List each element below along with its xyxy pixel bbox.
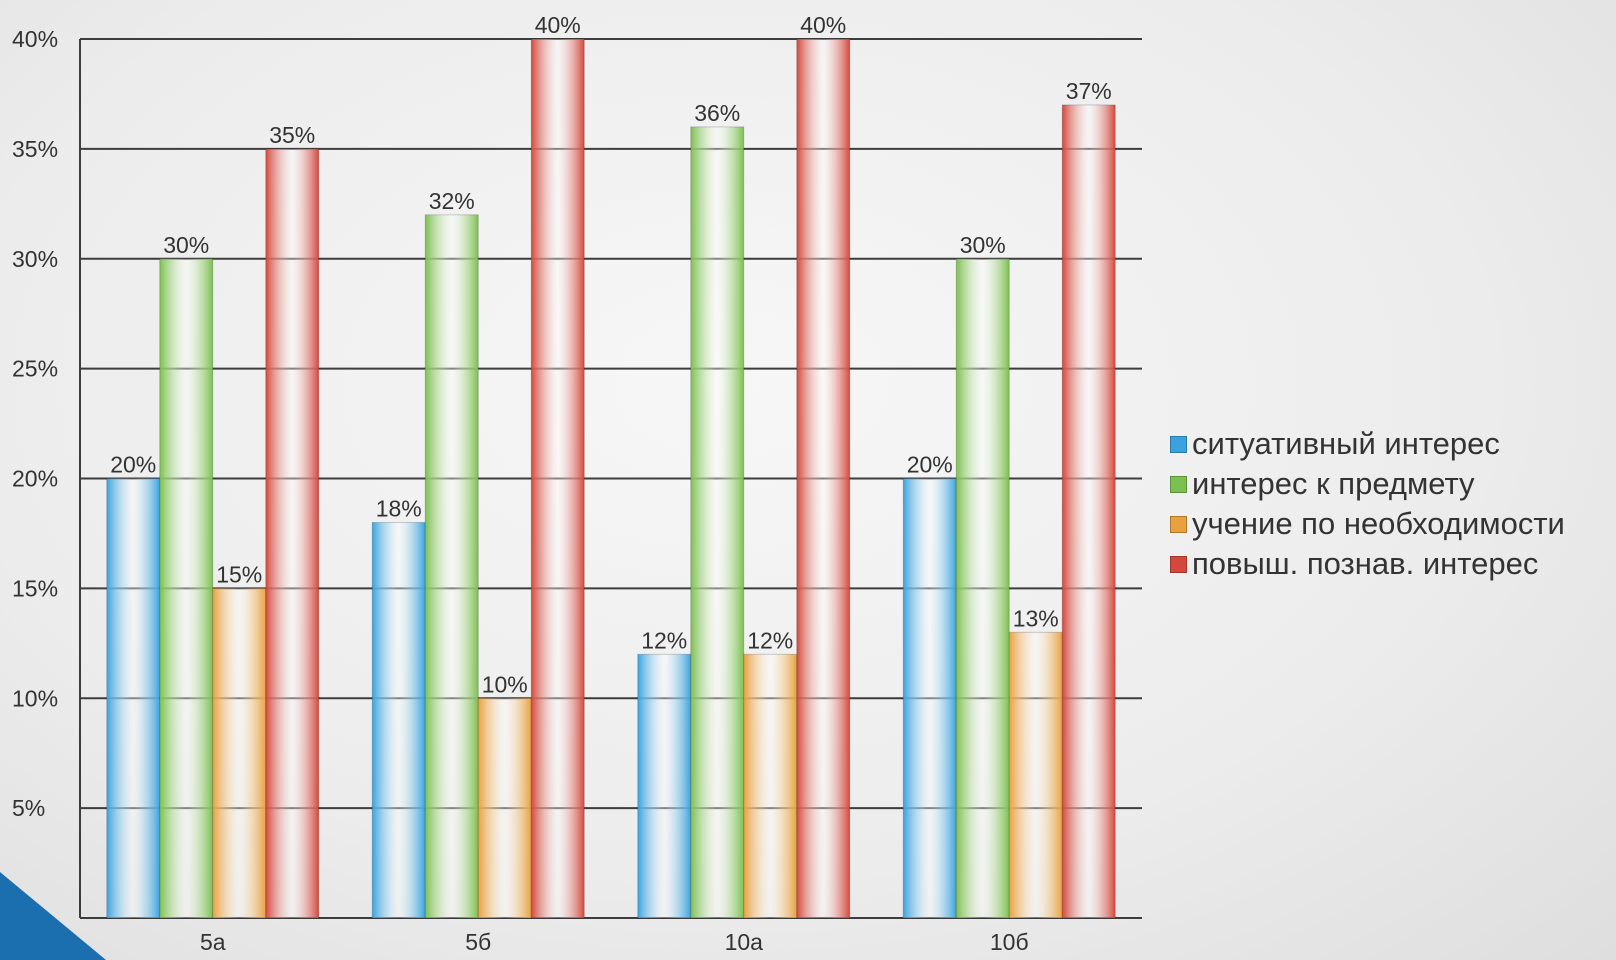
bar: [743, 653, 798, 919]
x-tick-label: 5б: [465, 929, 491, 955]
data-labels: 20% 30% 15% 35% 18% 32% 10% 40% 12% 36% 12% 40% 20% 3…: [110, 12, 1112, 697]
bar: [265, 148, 320, 919]
bar: [477, 697, 532, 919]
x-axis-ticks: 5а 5б 10а 10б: [200, 929, 1029, 955]
data-label: 20%: [907, 452, 953, 478]
y-tick-label: 40%: [12, 26, 58, 52]
data-label: 18%: [376, 495, 422, 521]
bar: [424, 214, 479, 919]
data-label: 36%: [694, 100, 740, 126]
y-tick-label: 30%: [12, 246, 58, 272]
data-label: 40%: [535, 12, 581, 38]
legend-swatch: [1170, 555, 1187, 573]
legend-item: повыш. познав. интерес: [1170, 544, 1565, 584]
data-label: 15%: [216, 561, 262, 587]
legend: ситуативный интерес интерес к предмету у…: [1170, 424, 1565, 584]
y-tick-label: 15%: [12, 575, 58, 601]
legend-swatch: [1170, 515, 1187, 533]
x-tick-label: 10а: [725, 929, 764, 955]
data-label: 40%: [800, 12, 846, 38]
legend-label: ситуативный интерес: [1192, 426, 1500, 461]
bar: [212, 587, 267, 919]
data-label: 20%: [110, 452, 156, 478]
data-label: 35%: [269, 122, 315, 148]
legend-label: повыш. познав. интерес: [1192, 546, 1539, 581]
bar: [530, 38, 585, 919]
data-label: 10%: [482, 671, 528, 697]
bar: [955, 258, 1010, 919]
legend-label: интерес к предмету: [1192, 466, 1475, 501]
bar: [1061, 104, 1116, 919]
y-tick-label: 20%: [12, 466, 58, 492]
corner-decoration: [0, 872, 106, 960]
data-label: 13%: [1013, 605, 1059, 631]
x-tick-label: 5а: [200, 929, 226, 955]
data-label: 30%: [163, 232, 209, 258]
bars: [106, 38, 1116, 919]
bar: [159, 258, 214, 919]
legend-swatch: [1170, 475, 1187, 493]
legend-item: интерес к предмету: [1170, 464, 1565, 504]
data-label: 12%: [641, 627, 687, 653]
legend-item: ситуативный интерес: [1170, 424, 1565, 464]
data-label: 32%: [429, 188, 475, 214]
y-tick-label: 10%: [12, 685, 58, 711]
legend-label: учение по необходимости: [1192, 506, 1565, 541]
legend-item: учение по необходимости: [1170, 504, 1565, 544]
data-label: 30%: [960, 232, 1006, 258]
bar: [796, 38, 851, 919]
data-label: 12%: [747, 627, 793, 653]
y-axis-ticks: 0%5%10%15%20%25%30%35%40%: [12, 26, 58, 931]
bar: [1008, 631, 1063, 919]
legend-swatch: [1170, 435, 1187, 453]
y-tick-label: 25%: [12, 356, 58, 382]
x-tick-label: 10б: [990, 929, 1029, 955]
y-tick-label: 35%: [12, 136, 58, 162]
bar: [902, 478, 957, 919]
bar: [637, 653, 692, 919]
bar: [371, 521, 426, 919]
y-tick-label: 5%: [12, 795, 45, 821]
bar: [690, 126, 745, 919]
data-label: 37%: [1066, 78, 1112, 104]
